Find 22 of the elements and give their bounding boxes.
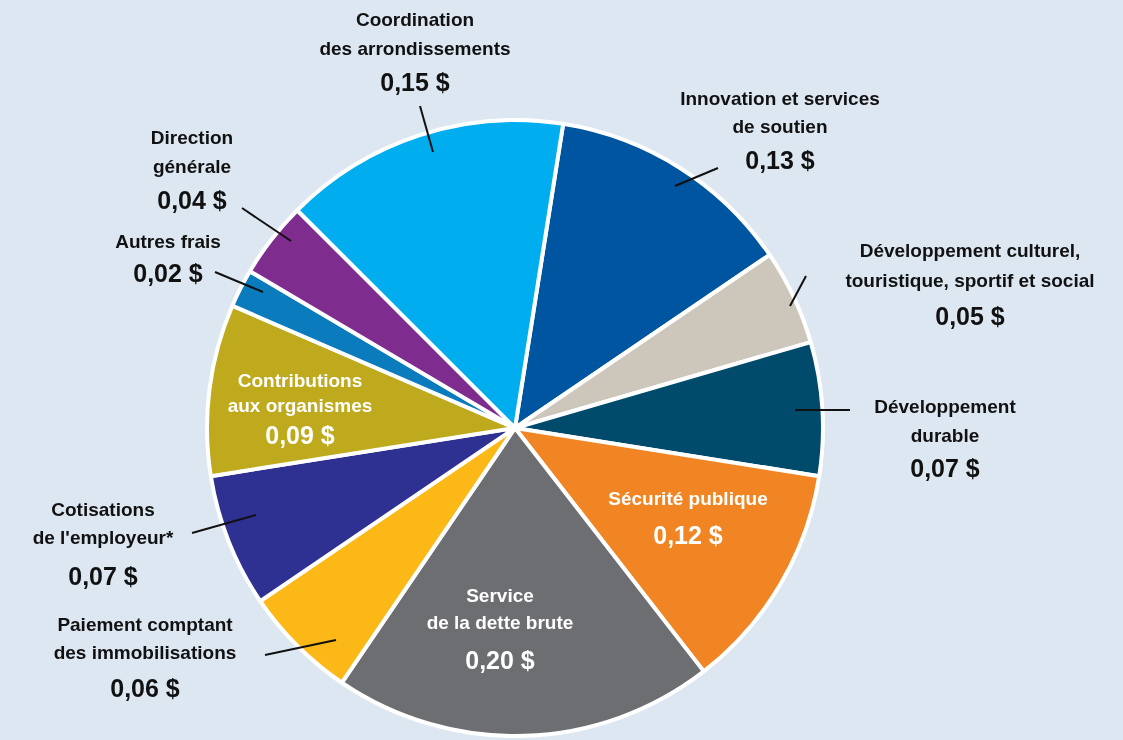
data-label: 0,04 $	[157, 185, 227, 214]
slice-label: Contributions aux organismes	[227, 370, 373, 417]
data-label: 0,02 $	[133, 258, 203, 287]
data-label: 0,13 $	[745, 145, 815, 174]
data-label: 0,07 $	[68, 561, 138, 590]
slice-label: Service de la dette brute	[426, 585, 574, 634]
slice-label: Paiement comptant des immobilisations	[53, 614, 237, 664]
slice-label: Autres frais	[115, 231, 221, 253]
data-label: 0,15 $	[380, 67, 450, 96]
slice-label: Développement durable	[874, 396, 1017, 447]
data-label: 0,06 $	[110, 673, 180, 702]
data-label: 0,20 $	[465, 645, 535, 674]
slice-label: Sécurité publique	[608, 488, 768, 510]
slice-label: Développement culturel, touristique, sportif et social	[845, 240, 1095, 292]
slice-label: Direction générale	[150, 127, 234, 178]
slice-label: Innovation et services de soutien	[680, 88, 880, 138]
data-label: 0,12 $	[653, 520, 723, 549]
slice-label: Coordination des arrondissements	[319, 9, 511, 60]
data-label: 0,09 $	[265, 420, 335, 449]
slice-label: Cotisations de l'employeur*	[32, 499, 174, 549]
data-label: 0,07 $	[910, 453, 980, 482]
data-label: 0,05 $	[935, 301, 1005, 330]
